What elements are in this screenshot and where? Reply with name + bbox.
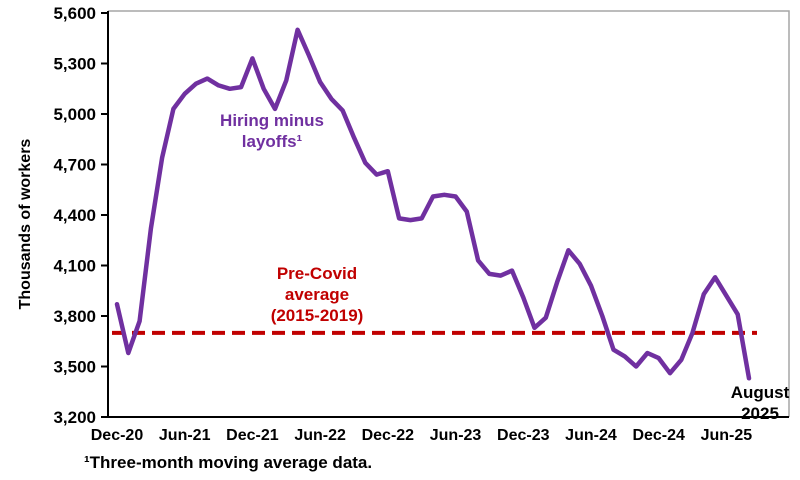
x-tick-label: Dec-21 <box>226 427 279 444</box>
x-tick-label: Dec-24 <box>632 427 685 444</box>
x-tick-label: Dec-23 <box>497 427 550 444</box>
series-label: Hiring minus layoffs¹ <box>220 111 324 151</box>
footnote: ¹Three-month moving average data. <box>84 453 373 472</box>
x-tick-label: Jun-23 <box>430 427 482 444</box>
plot-border <box>108 10 790 417</box>
y-tick-label: 4,100 <box>53 257 96 276</box>
y-tick-label: 5,000 <box>53 105 96 124</box>
y-axis-title: Thousands of workers <box>17 138 34 310</box>
y-tick-label: 3,800 <box>53 307 96 326</box>
end-point-label: August 2025 <box>730 383 790 423</box>
y-tick-label: 5,600 <box>53 4 96 23</box>
x-tick-label: Jun-22 <box>294 427 346 444</box>
series-line <box>114 27 752 381</box>
x-tick-label: Dec-22 <box>362 427 415 444</box>
y-tick-label: 3,200 <box>53 408 96 427</box>
y-tick-label: 4,400 <box>53 206 96 225</box>
y-tick-label: 4,700 <box>53 156 96 175</box>
x-tick-label: Jun-21 <box>159 427 211 444</box>
y-tick-label: 5,300 <box>53 55 96 74</box>
x-tick-label: Jun-25 <box>701 427 753 444</box>
reference-line-label: Pre-Covid average (2015-2019) <box>270 264 364 325</box>
x-tick-label: Dec-20 <box>91 427 144 444</box>
x-tick-label: Jun-24 <box>565 427 617 444</box>
y-tick-label: 3,500 <box>53 358 96 377</box>
